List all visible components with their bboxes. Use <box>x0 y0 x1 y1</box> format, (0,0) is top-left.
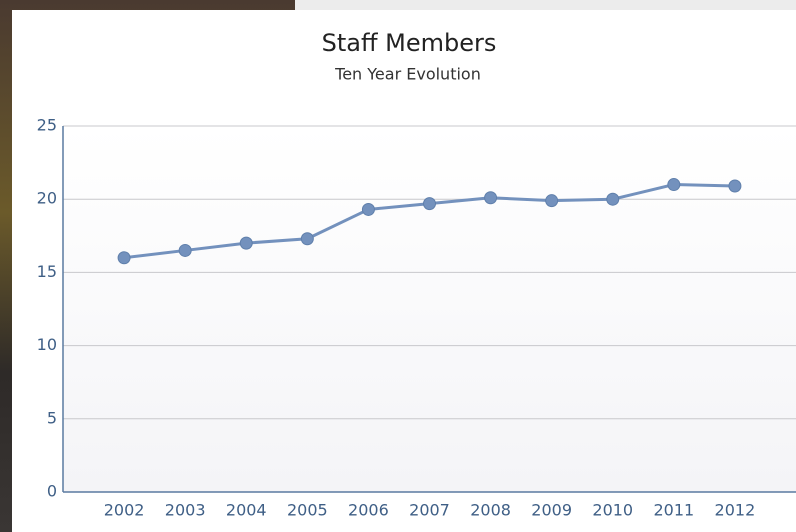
data-point <box>485 192 497 204</box>
page: {"chart_data": {"type": "line", "title":… <box>0 0 796 532</box>
x-tick-label: 2010 <box>592 501 633 520</box>
y-tick-label: 5 <box>47 408 57 427</box>
x-tick-label: 2006 <box>348 501 389 520</box>
data-point <box>607 193 619 205</box>
data-point <box>118 252 130 264</box>
data-point <box>668 179 680 191</box>
data-point <box>424 198 436 210</box>
top-strip <box>295 0 796 10</box>
data-point <box>546 195 558 207</box>
x-tick-label: 2012 <box>715 501 756 520</box>
y-tick-label: 0 <box>47 482 57 501</box>
data-point <box>362 203 374 215</box>
x-tick-label: 2009 <box>531 501 572 520</box>
x-tick-label: 2003 <box>165 501 206 520</box>
x-tick-label: 2007 <box>409 501 450 520</box>
x-tick-label: 2005 <box>287 501 328 520</box>
x-tick-label: 2011 <box>653 501 694 520</box>
x-tick-label: 2002 <box>104 501 145 520</box>
y-tick-label: 20 <box>37 189 57 208</box>
y-tick-label: 10 <box>37 335 57 354</box>
data-point <box>240 237 252 249</box>
x-tick-label: 2008 <box>470 501 511 520</box>
data-point <box>301 233 313 245</box>
y-tick-label: 25 <box>37 116 57 135</box>
chart-title: Staff Members <box>322 29 497 57</box>
data-point <box>179 244 191 256</box>
plot-area <box>63 126 796 492</box>
chart-subtitle: Ten Year Evolution <box>334 65 481 84</box>
x-tick-label: 2004 <box>226 501 267 520</box>
data-point <box>729 180 741 192</box>
y-tick-label: 15 <box>37 262 57 281</box>
screenshot: Staff Members Ten Year Evolution 0 5 10 15 2… <box>0 0 796 532</box>
